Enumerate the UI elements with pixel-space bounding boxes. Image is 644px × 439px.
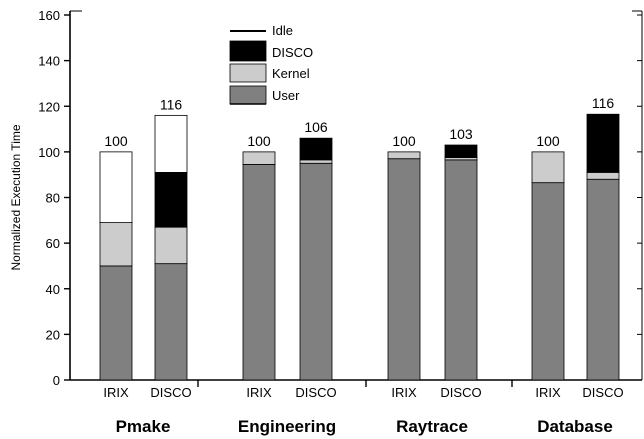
bar-segment-user <box>242 164 276 381</box>
bar-segment-user <box>444 159 478 381</box>
y-tick-label: 60 <box>46 236 60 251</box>
legend-swatch-kernel <box>229 63 267 83</box>
bar-total-label: 100 <box>392 133 416 149</box>
bar-segment-idle <box>154 114 188 173</box>
bar-segment-kernel <box>154 226 188 265</box>
bar-segment-disco <box>299 137 333 161</box>
bar-segment-user <box>387 158 421 381</box>
bar-segment-kernel <box>586 172 620 180</box>
bar-category-label: IRIX <box>103 385 129 400</box>
bar-segment-kernel <box>99 222 133 267</box>
group-label: Raytrace <box>396 417 468 436</box>
bar-segment-user <box>299 162 333 381</box>
y-tick-label: 20 <box>46 327 60 342</box>
y-tick-label: 40 <box>46 282 60 297</box>
bar-total-label: 100 <box>104 133 128 149</box>
bar-segment-user <box>99 265 133 381</box>
bars <box>99 113 620 381</box>
group-label: Database <box>537 417 613 436</box>
bar-category-label: IRIX <box>246 385 272 400</box>
bar-total-label: 100 <box>247 133 271 149</box>
bar-segment-kernel <box>387 151 421 160</box>
legend-label-user: User <box>272 88 300 103</box>
y-tick-label: 120 <box>38 99 60 114</box>
bar-category-label: DISCO <box>582 385 623 400</box>
bar-segment-idle <box>99 151 133 223</box>
bar-category-label: DISCO <box>295 385 336 400</box>
legend-label-kernel: Kernel <box>272 66 310 81</box>
legend-swatch-user <box>229 85 267 105</box>
labels: 100 IRIX 116 DISCO Pmake 100 IRIX 106 DISCO Engin… <box>103 95 623 436</box>
y-tick-label: 0 <box>53 373 60 388</box>
bar-segment-user <box>531 182 565 381</box>
bar-category-label: DISCO <box>440 385 481 400</box>
bar-segment-kernel <box>299 159 333 164</box>
bar-segment-disco <box>154 172 188 228</box>
group-label: Engineering <box>238 417 336 436</box>
y-tick-label: 80 <box>46 191 60 206</box>
bar-total-label: 116 <box>592 95 615 111</box>
bar-total-label: 116 <box>160 96 183 112</box>
bar-category-label: IRIX <box>391 385 417 400</box>
legend: Idle DISCO Kernel User <box>229 23 313 105</box>
bar-segment-kernel <box>531 151 565 184</box>
bar-total-label: 100 <box>536 133 560 149</box>
bar-category-label: DISCO <box>150 385 191 400</box>
y-tick-label: 140 <box>38 54 60 69</box>
legend-label-idle: Idle <box>272 23 293 38</box>
legend-swatch-disco <box>229 40 267 62</box>
bar-total-label: 106 <box>304 119 328 135</box>
group-label: Pmake <box>116 417 171 436</box>
legend-label-disco: DISCO <box>272 45 313 60</box>
y-tick-label: 160 <box>38 8 60 23</box>
bar-segment-user <box>586 178 620 381</box>
y-axis-title: Normalized Execution Time <box>9 124 23 270</box>
bar-segment-disco <box>444 144 478 158</box>
bar-segment-kernel <box>242 151 276 165</box>
bar-segment-disco <box>586 113 620 173</box>
bar-total-label: 103 <box>449 126 473 142</box>
bar-category-label: IRIX <box>535 385 561 400</box>
y-tick-label: 100 <box>38 145 60 160</box>
bar-segment-user <box>154 263 188 381</box>
